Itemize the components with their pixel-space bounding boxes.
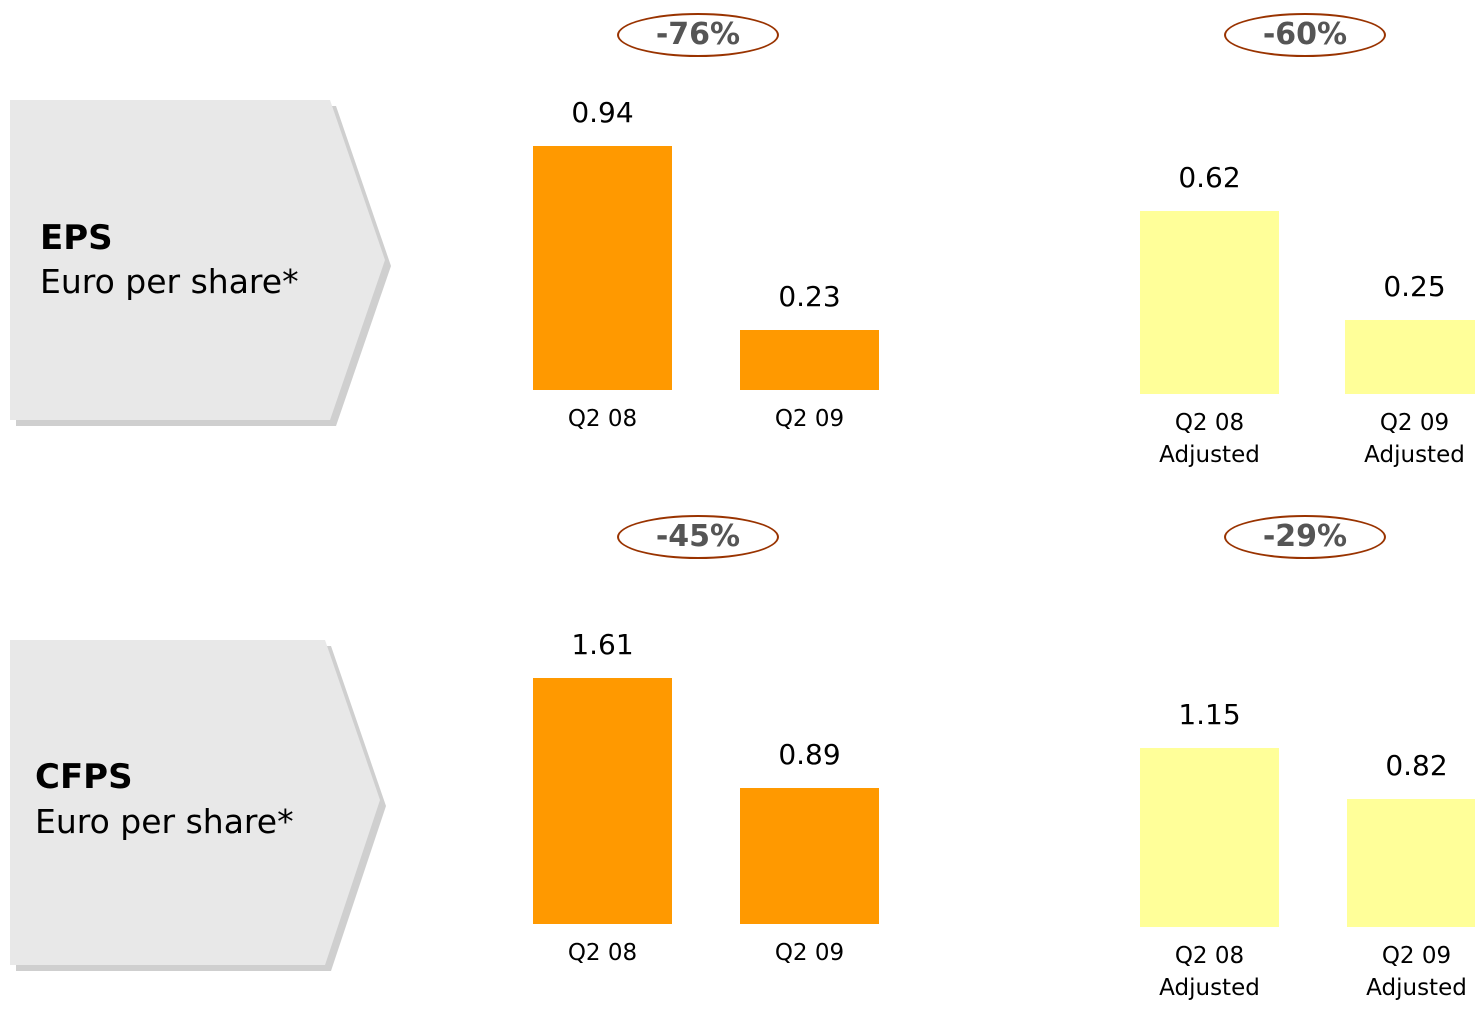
change-annotation: -29% (1224, 515, 1386, 559)
change-annotation: -76% (617, 13, 779, 57)
category-label: Q2 08 Adjusted (1159, 943, 1260, 1001)
category-label: Q2 08 (567, 406, 638, 432)
value-label: 0.82 (1385, 749, 1448, 783)
bar (1345, 320, 1475, 394)
bar (1140, 210, 1279, 394)
value-label: 0.25 (1383, 270, 1446, 304)
value-label: 0.94 (571, 95, 634, 129)
category-label: Q2 09 Adjusted (1366, 943, 1467, 1001)
row-subtitle: Euro per share* (35, 802, 294, 841)
category-label: Q2 08 (567, 940, 638, 966)
category-label: Q2 09 Adjusted (1364, 410, 1465, 468)
row-shape (10, 640, 380, 965)
bar (740, 330, 879, 390)
change-annotation: -60% (1224, 13, 1386, 57)
bar (1140, 747, 1279, 927)
row-subtitle: Euro per share* (40, 262, 299, 301)
value-label: 1.61 (571, 627, 634, 661)
row-label-shapes (10, 100, 391, 971)
category-label: Q2 08 Adjusted (1159, 410, 1260, 468)
change-annotation: -45% (617, 515, 779, 559)
row-shape (10, 100, 385, 420)
row-title: EPS (40, 218, 113, 258)
value-label: 0.62 (1178, 160, 1241, 194)
value-label: 0.23 (778, 280, 841, 314)
bar (533, 677, 672, 924)
bar (533, 145, 672, 390)
row-title: CFPS (35, 757, 133, 797)
value-label: 0.89 (778, 737, 841, 771)
bar (740, 787, 879, 924)
bar (1347, 799, 1475, 927)
value-label: 1.15 (1178, 697, 1241, 731)
category-label: Q2 09 (774, 406, 845, 432)
category-label: Q2 09 (774, 940, 845, 966)
